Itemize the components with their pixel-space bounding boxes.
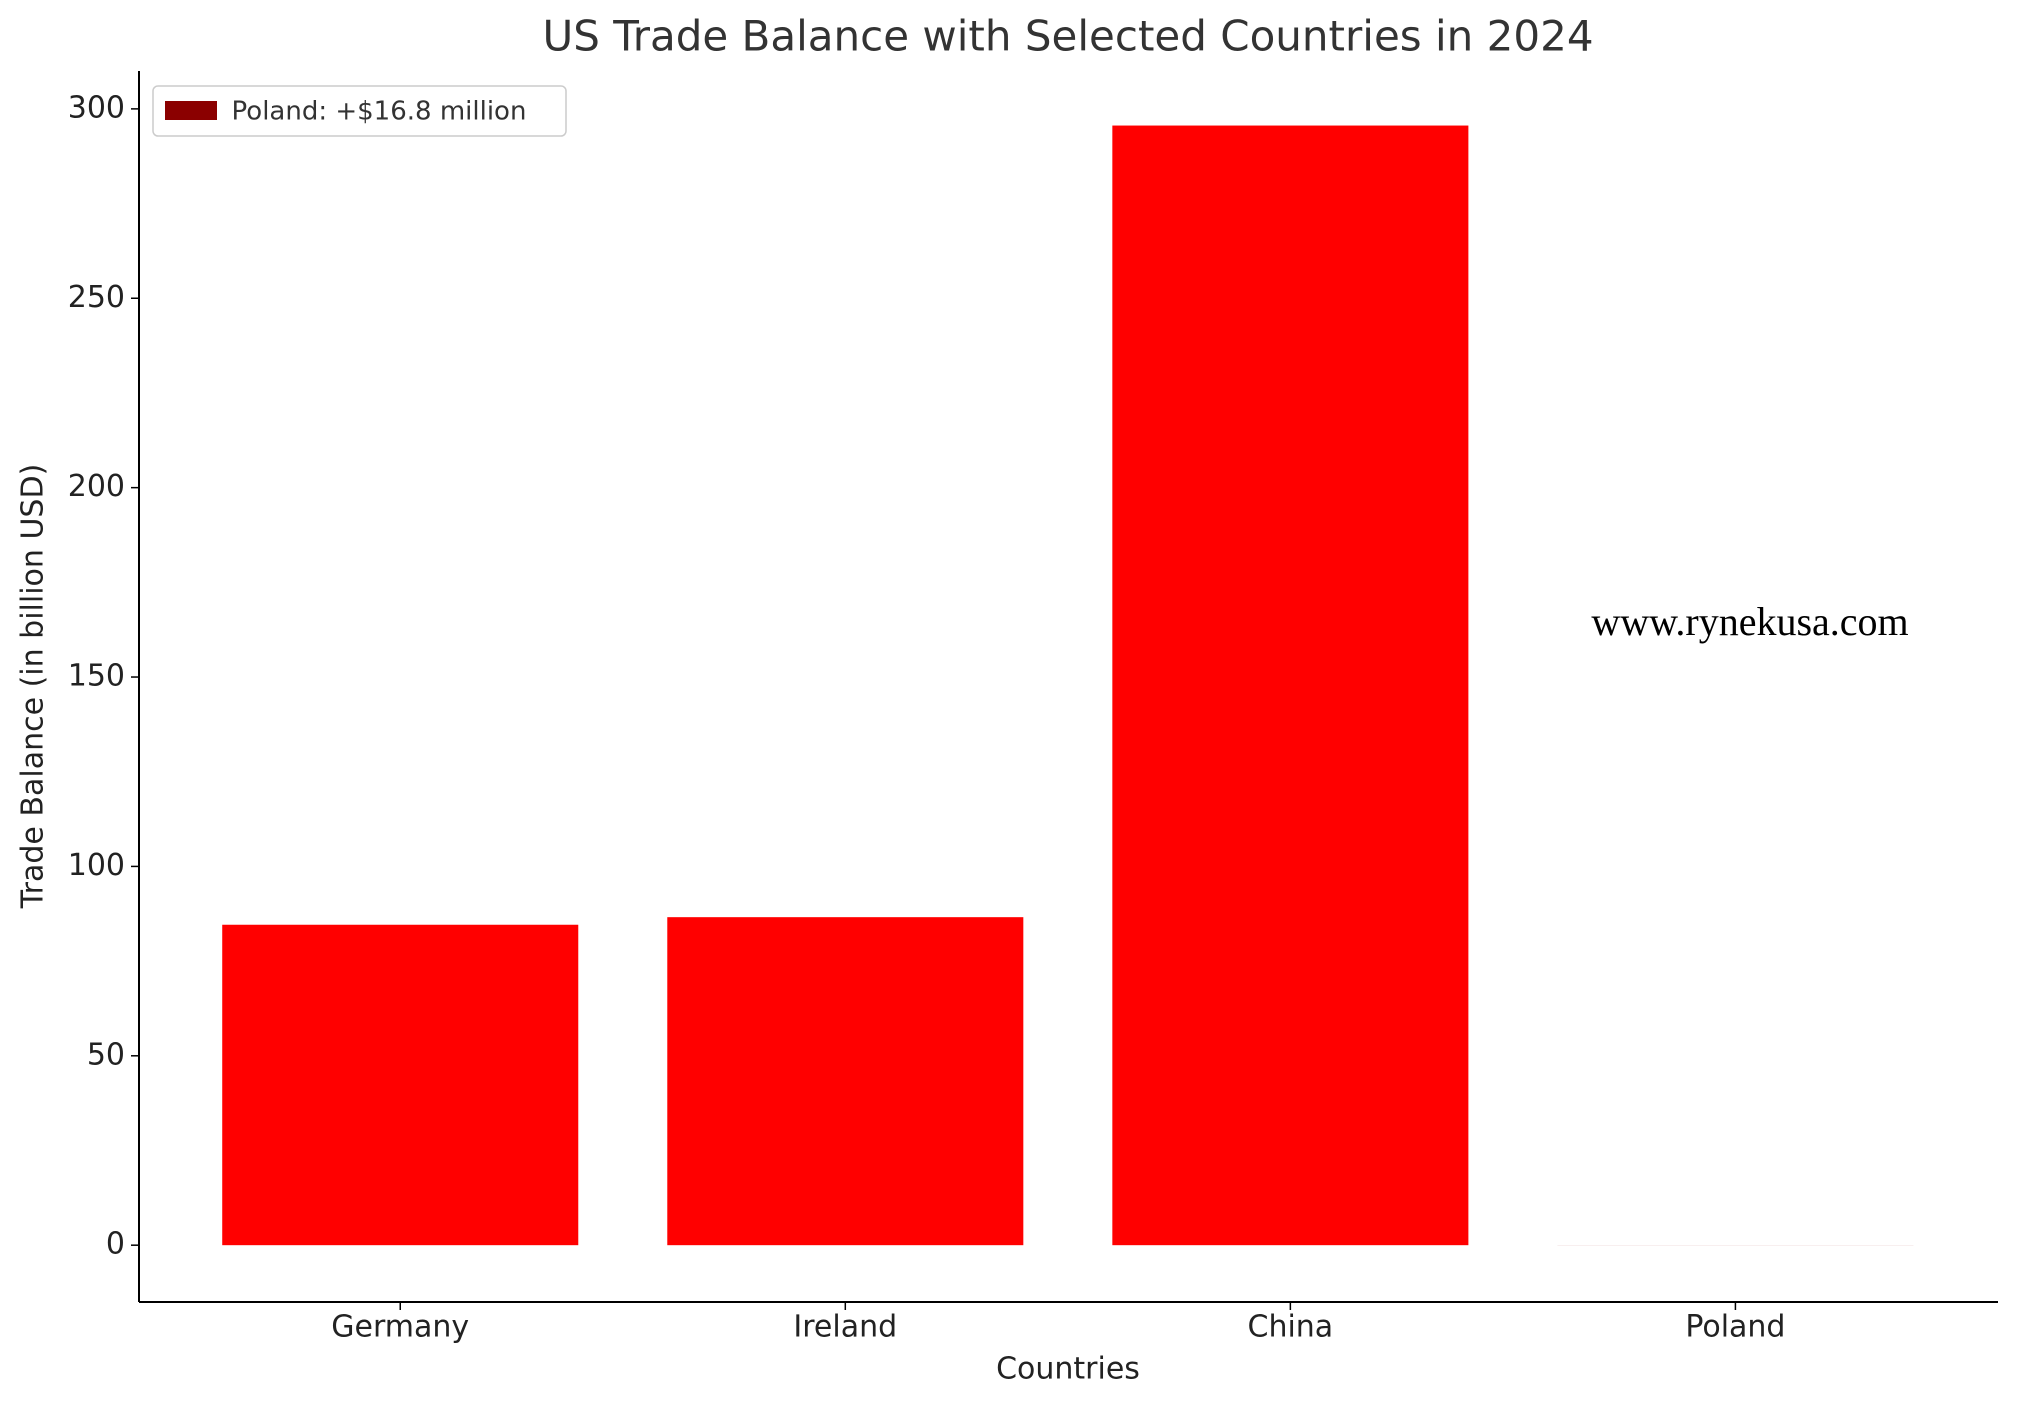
- y-axis-label: Trade Balance (in billion USD): [16, 464, 51, 910]
- legend-label: Poland: +$16.8 million: [232, 97, 527, 127]
- y-tick-label: 0: [106, 1227, 125, 1262]
- y-tick-label: 100: [68, 848, 125, 883]
- y-tick-label: 250: [68, 280, 125, 315]
- y-tick-label: 200: [68, 469, 125, 504]
- bar: [1112, 126, 1468, 1246]
- y-tick-label: 300: [68, 90, 125, 125]
- x-tick-label: Ireland: [793, 1310, 897, 1345]
- y-tick-label: 150: [68, 659, 125, 694]
- watermark: www.rynekusa.com: [1591, 599, 1908, 644]
- x-tick-label: Germany: [331, 1310, 469, 1345]
- bar: [222, 925, 578, 1245]
- y-tick-label: 50: [87, 1037, 125, 1072]
- x-tick-label: Poland: [1685, 1310, 1785, 1345]
- x-axis-label: Countries: [996, 1352, 1140, 1387]
- chart-title: US Trade Balance with Selected Countries…: [542, 12, 1593, 61]
- legend-swatch: [165, 101, 217, 120]
- x-tick-label: China: [1248, 1310, 1334, 1345]
- bar: [667, 917, 1023, 1245]
